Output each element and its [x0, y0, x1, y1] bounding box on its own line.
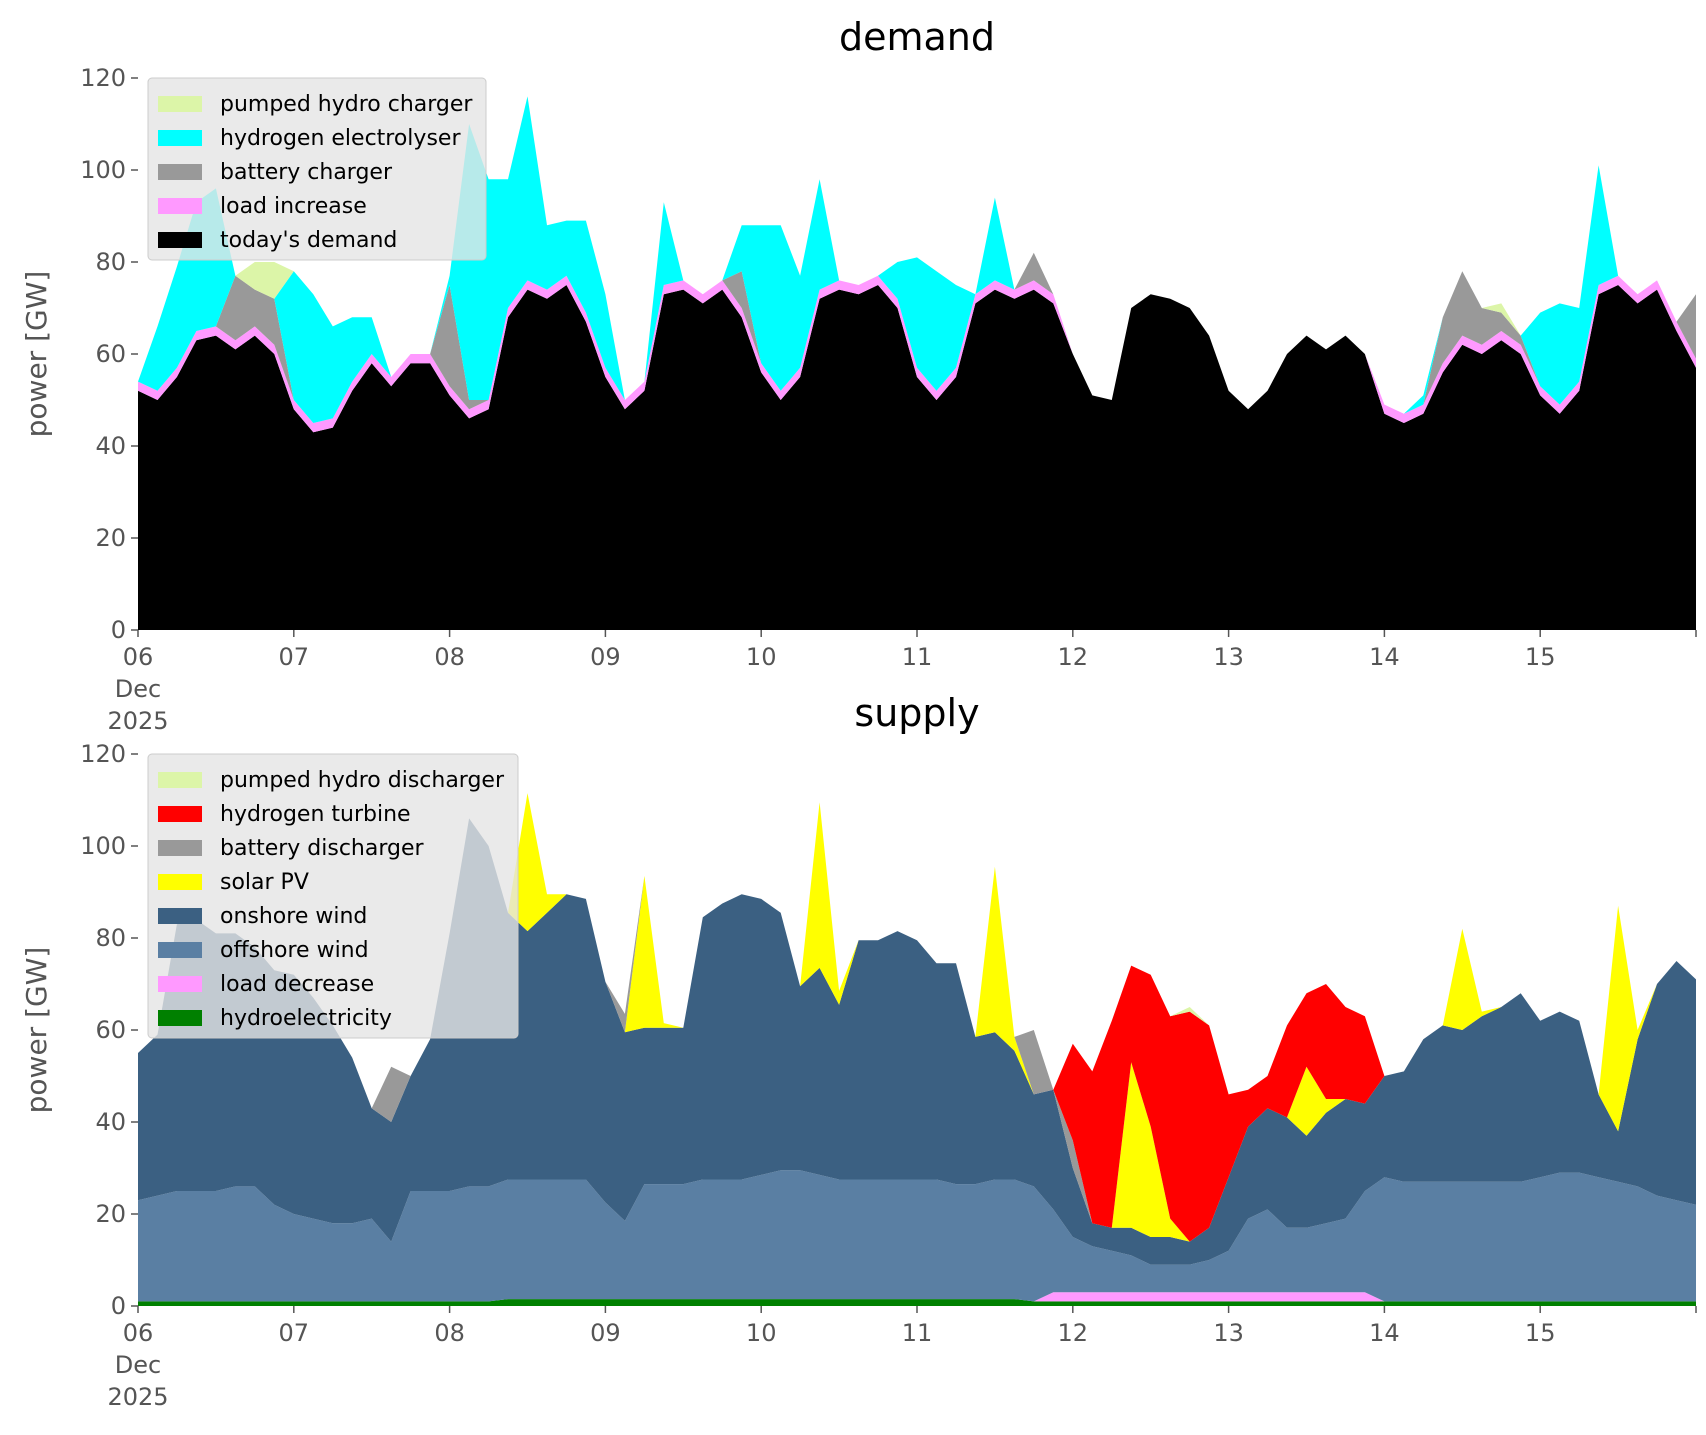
x-tick-label: 15 — [1525, 1319, 1556, 1347]
y-axis-label: power [GW] — [20, 947, 53, 1114]
legend-swatch — [158, 232, 202, 248]
y-tick-label: 0 — [111, 616, 126, 644]
legend-label: onshore wind — [220, 904, 367, 929]
y-tick-label: 60 — [95, 340, 126, 368]
legend-swatch — [158, 96, 202, 112]
legend-swatch — [158, 942, 202, 958]
chart-panel-supply: supply 0 20 40 60 80 100 120 06 07 08 09 10 11 12 13 14 1… — [20, 691, 1697, 1411]
y-tick-label: 40 — [95, 1108, 126, 1136]
legend-label: pumped hydro discharger — [220, 768, 505, 793]
y-tick-label: 120 — [80, 740, 126, 768]
legend-label: solar PV — [220, 870, 309, 895]
legend-label: hydrogen turbine — [220, 802, 411, 827]
legend-swatch — [158, 840, 202, 856]
legend: pumped hydro charger hydrogen electrolyse… — [147, 77, 487, 261]
legend-swatch — [158, 164, 202, 180]
x-tick-label: 09 — [590, 643, 621, 671]
x-tick-label: 08 — [434, 1319, 465, 1347]
chart-panel-demand: demand 0 20 40 60 80 100 120 06 07 08 09 10 11 12 13 14 1… — [20, 15, 1697, 735]
x-tick-label: 11 — [902, 1319, 933, 1347]
x-tick-sublabel: 2025 — [107, 707, 168, 735]
legend-label: offshore wind — [220, 938, 369, 963]
legend-swatch — [158, 908, 202, 924]
y-tick-label: 80 — [95, 924, 126, 952]
y-tick-label: 120 — [80, 64, 126, 92]
y-axis-label: power [GW] — [20, 271, 53, 438]
x-tick-sublabel: Dec — [115, 675, 161, 703]
area-series-hydroelectricity — [138, 1299, 1696, 1306]
x-tick-label: 10 — [746, 1319, 777, 1347]
area-series-hydrogen-electrolyser — [138, 96, 1696, 424]
x-tick-label: 14 — [1369, 1319, 1400, 1347]
x-tick-label: 12 — [1058, 1319, 1089, 1347]
area-series-battery-charger — [138, 252, 1696, 423]
x-tick-label: 13 — [1213, 643, 1244, 671]
area-series-solar-pv — [138, 793, 1696, 1242]
legend-box — [147, 77, 487, 261]
y-tick-label: 20 — [95, 524, 126, 552]
x-tick-label: 12 — [1058, 643, 1089, 671]
area-series-load-decrease — [138, 1292, 1696, 1302]
legend-label: battery discharger — [220, 836, 425, 861]
x-tick-label: 07 — [279, 643, 310, 671]
y-tick-label: 40 — [95, 432, 126, 460]
y-tick-label: 100 — [80, 156, 126, 184]
legend-box — [147, 753, 519, 1039]
legend-swatch — [158, 130, 202, 146]
legend-label: battery charger — [220, 160, 393, 185]
x-tick-label: 13 — [1213, 1319, 1244, 1347]
area-series-today-s-demand — [138, 285, 1696, 630]
area-series-onshore-wind — [138, 818, 1696, 1265]
y-tick-label: 100 — [80, 832, 126, 860]
x-tick-label: 06 — [123, 1319, 154, 1347]
chart-title: demand — [839, 15, 995, 59]
x-tick-label: 07 — [279, 1319, 310, 1347]
legend-label: load increase — [220, 194, 367, 219]
legend-swatch — [158, 976, 202, 992]
x-tick-label: 15 — [1525, 643, 1556, 671]
legend-label: pumped hydro charger — [220, 92, 473, 117]
x-tick-label: 06 — [123, 643, 154, 671]
legend-label: hydroelectricity — [220, 1006, 392, 1031]
legend-swatch — [158, 806, 202, 822]
legend-label: today's demand — [220, 228, 397, 253]
legend-swatch — [158, 772, 202, 788]
legend-label: hydrogen electrolyser — [220, 126, 461, 151]
x-tick-label: 11 — [902, 643, 933, 671]
x-tick-label: 14 — [1369, 643, 1400, 671]
legend-label: load decrease — [220, 972, 374, 997]
x-tick-label: 08 — [434, 643, 465, 671]
legend: pumped hydro discharger hydrogen turbine b… — [147, 753, 519, 1039]
legend-swatch — [158, 874, 202, 890]
x-tick-sublabel: 2025 — [107, 1383, 168, 1411]
y-tick-label: 20 — [95, 1200, 126, 1228]
legend-swatch — [158, 1010, 202, 1026]
y-tick-label: 0 — [111, 1292, 126, 1320]
x-tick-sublabel: Dec — [115, 1351, 161, 1379]
area-series-offshore-wind — [138, 1170, 1696, 1302]
chart-title: supply — [854, 691, 979, 735]
y-tick-label: 80 — [95, 248, 126, 276]
legend-swatch — [158, 198, 202, 214]
y-tick-label: 60 — [95, 1016, 126, 1044]
x-tick-label: 10 — [746, 643, 777, 671]
x-tick-label: 09 — [590, 1319, 621, 1347]
